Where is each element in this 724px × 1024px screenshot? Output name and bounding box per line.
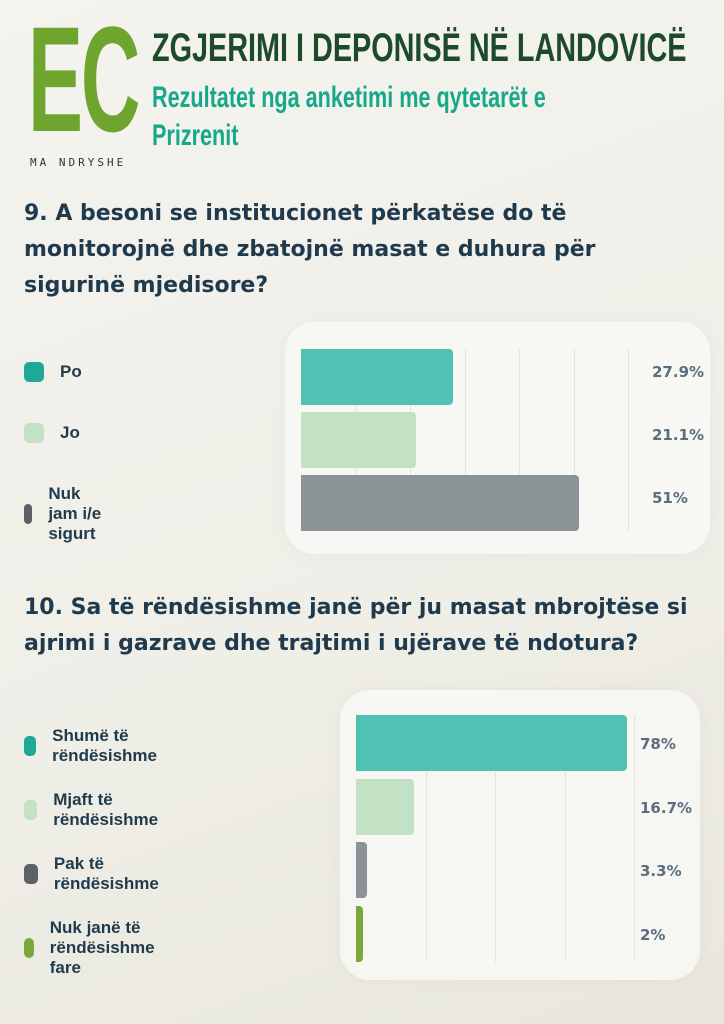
gridline — [573, 349, 575, 531]
question-9-title: 9. A besoni se institucionet përkatëse d… — [24, 196, 596, 304]
data-label: 51% — [652, 489, 688, 507]
legend-label: Nuk janë të rëndësishme fare — [49, 918, 155, 977]
gridline — [564, 715, 566, 962]
gridline — [634, 715, 635, 962]
legend-item: Shumë të rëndësishme — [24, 726, 165, 766]
logo-letters: EC — [28, 0, 140, 163]
gridline — [495, 715, 496, 962]
logo: EC MA NDRYSHE — [28, 4, 148, 174]
data-label: 78% — [640, 735, 676, 753]
bar-3 — [356, 842, 368, 898]
question-10-title: 10. Sa të rëndësishme janë për ju masat … — [24, 590, 688, 662]
legend-swatch — [24, 800, 38, 820]
question-9-line: monitorojnë dhe zbatojnë masat e duhura … — [24, 237, 596, 262]
question-9-line: 9. A besoni se institucionet përkatëse d… — [24, 201, 567, 226]
bar-2 — [356, 778, 415, 835]
question-9-line: sigurinë mjedisore? — [24, 273, 269, 298]
legend-item: Nuk jam i/e sigurt — [24, 484, 107, 544]
question-10-line: 10. Sa të rëndësishme janë për ju masat … — [24, 595, 688, 620]
legend-swatch — [24, 423, 44, 443]
bar-1 — [356, 715, 628, 771]
legend-label: Shumë të rëndësishme — [52, 726, 157, 765]
gridline — [519, 349, 520, 531]
data-label: 16.7% — [640, 798, 693, 817]
legend-label: Mjaft të rëndësishme — [53, 790, 159, 829]
page-subtitle-line1: Rezultatet nga anketimi me qytetarët e — [152, 81, 546, 114]
legend-item: Pak të rëndësishme — [24, 854, 165, 894]
legend-label: Pak të rëndësishme — [53, 854, 159, 893]
bar-2 — [301, 412, 416, 468]
legend-swatch — [24, 938, 34, 958]
legend-label: Po — [60, 362, 82, 381]
legend-swatch — [24, 362, 44, 382]
gridline — [464, 349, 466, 531]
bar-4 — [356, 905, 363, 962]
page-subtitle-line2: Prizrenit — [152, 119, 239, 152]
legend-item: Po — [24, 362, 82, 382]
legend-label: Nuk jam i/e sigurt — [48, 484, 102, 543]
bar-3 — [301, 475, 579, 531]
question-10-line: ajrimi i gazrave dhe trajtimi i ujërave … — [24, 631, 639, 656]
legend-item: Jo — [24, 423, 80, 443]
data-label: 2% — [640, 925, 666, 944]
legend-swatch — [24, 736, 37, 756]
gridline — [628, 349, 629, 531]
legend-label: Jo — [60, 423, 80, 442]
legend-item: Nuk janë të rëndësishme fare — [24, 918, 165, 978]
legend-swatch — [24, 864, 38, 884]
legend-swatch — [24, 504, 33, 524]
data-label: 27.9% — [652, 363, 705, 381]
data-label: 3.3% — [640, 862, 682, 880]
logo-tagline: MA NDRYSHE — [30, 156, 127, 169]
legend-item: Mjaft të rëndësishme — [24, 790, 165, 830]
page-title: ZGJERIMI I DEPONISË NË LANDOVICË — [152, 26, 687, 70]
data-label: 21.1% — [652, 426, 705, 444]
bar-1 — [301, 349, 454, 405]
gridline — [425, 715, 427, 962]
